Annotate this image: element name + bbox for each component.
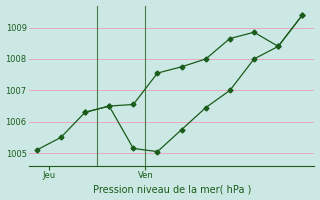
X-axis label: Pression niveau de la mer( hPa ): Pression niveau de la mer( hPa ) (93, 184, 251, 194)
